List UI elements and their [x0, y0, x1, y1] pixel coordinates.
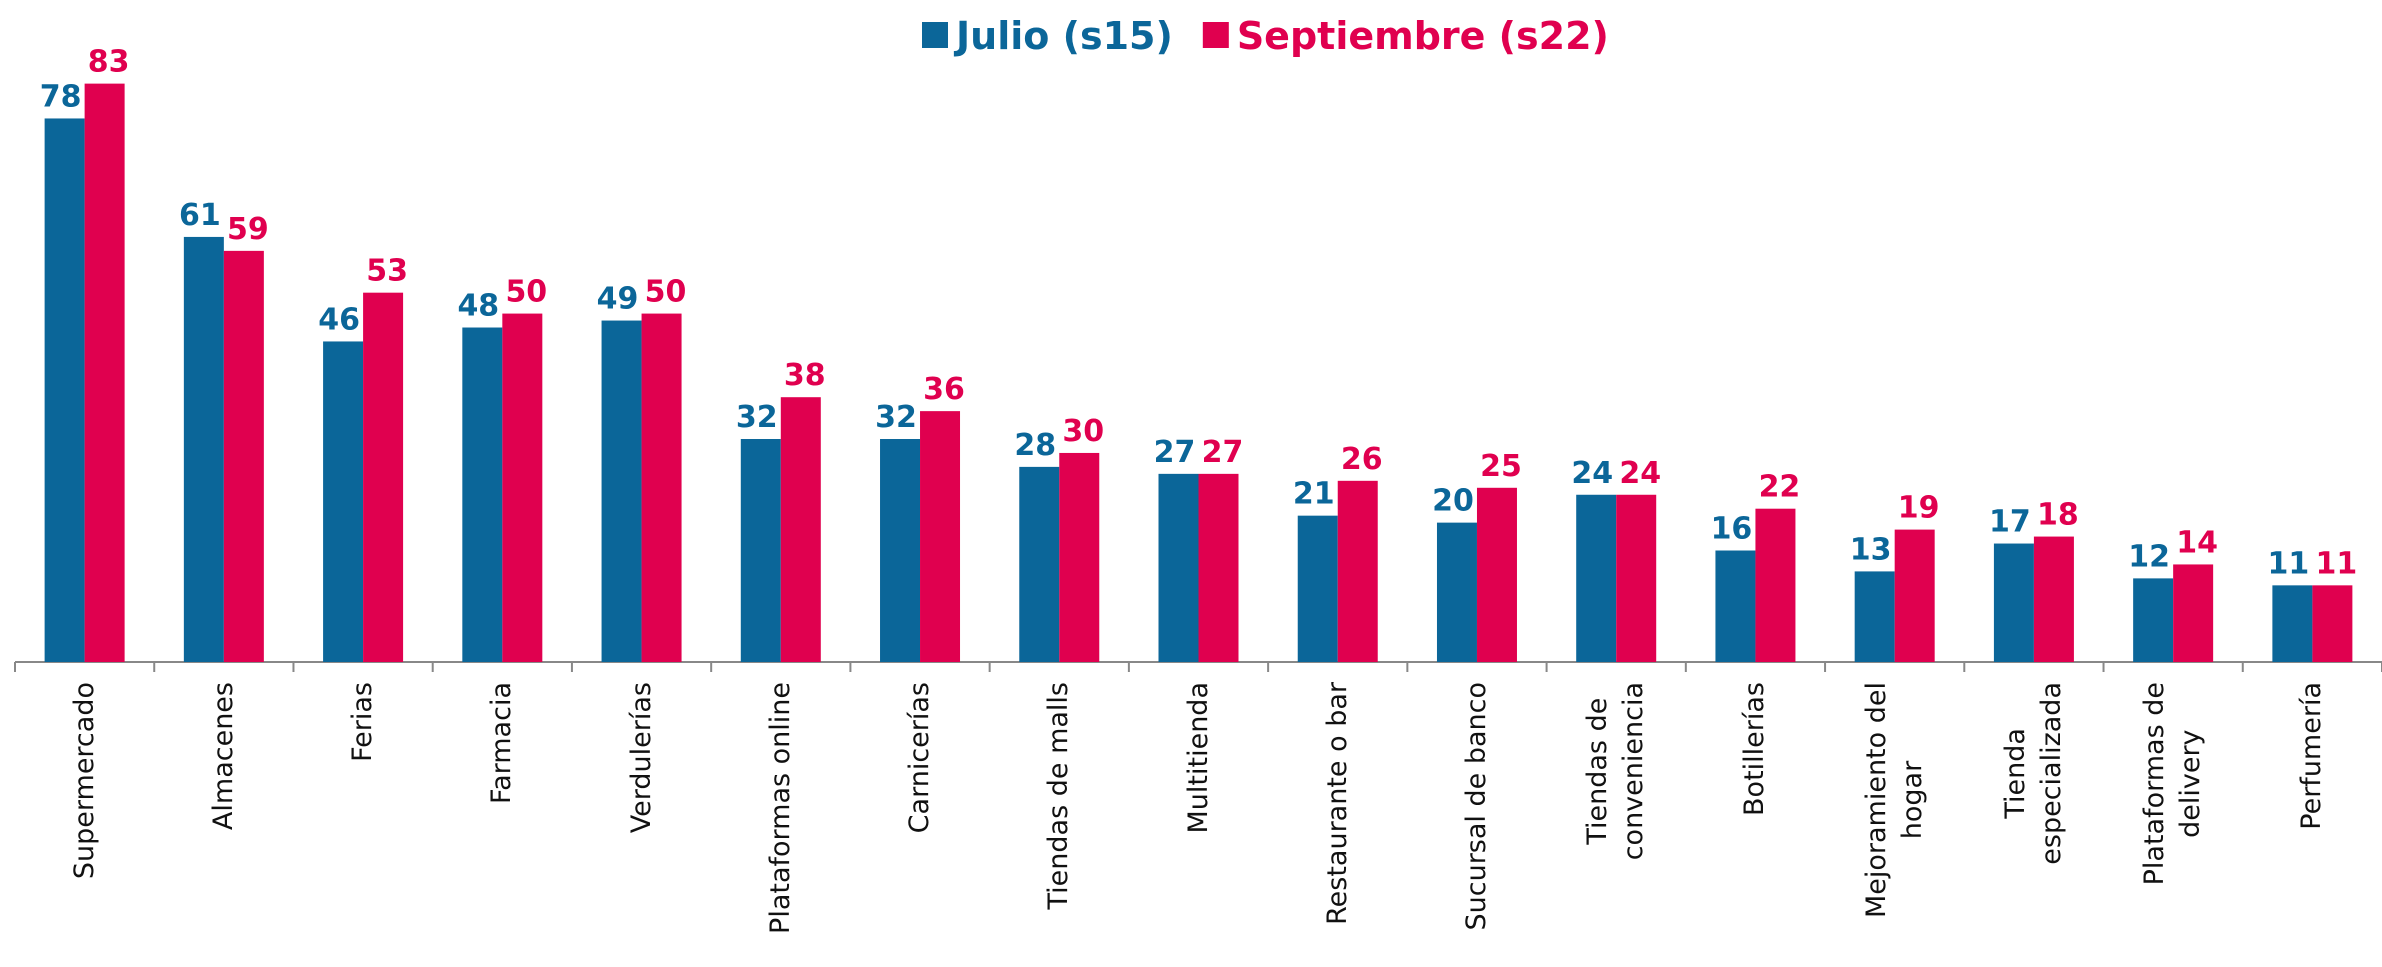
bar [740, 439, 781, 662]
data-label: 78 [40, 79, 82, 114]
bar [44, 118, 85, 663]
bar [1894, 529, 1935, 662]
bar [1059, 452, 1100, 662]
data-label: 11 [2268, 546, 2310, 581]
data-label: 11 [2316, 546, 2358, 581]
bar [84, 83, 125, 663]
x-tick-label: Farmacia [486, 682, 518, 804]
bar [1158, 473, 1199, 662]
bar [2272, 585, 2313, 662]
bar [1755, 508, 1796, 662]
bar [1576, 494, 1617, 662]
data-label: 32 [736, 400, 778, 435]
data-label: 24 [1571, 456, 1613, 491]
bar [2033, 536, 2074, 662]
bar [1993, 543, 2034, 662]
x-tick-label: Perfumería [2296, 682, 2328, 830]
data-label: 46 [318, 302, 360, 337]
bar [1854, 571, 1895, 662]
data-label: 27 [1202, 435, 1244, 470]
data-label: 24 [1619, 456, 1661, 491]
x-tick-label: Almacenes [207, 682, 239, 831]
x-tick-label: Multitienda [1182, 682, 1214, 834]
bar [1337, 480, 1378, 662]
data-label: 53 [366, 254, 408, 289]
bar [641, 313, 682, 662]
data-label: 48 [457, 289, 499, 324]
data-label: 49 [597, 282, 639, 317]
data-label: 19 [1898, 491, 1940, 526]
bar [462, 327, 503, 662]
data-label: 14 [2176, 525, 2218, 560]
data-label: 17 [1989, 505, 2031, 540]
x-tick-label: Botillerías [1739, 682, 1771, 816]
data-label: 13 [1850, 532, 1892, 567]
data-label: 16 [1711, 512, 1753, 547]
x-tick-label: Verdulerías [625, 682, 657, 834]
legend: Julio (s15) Septiembre (s22) [922, 14, 1609, 58]
x-tick-label: Supermercado [68, 682, 100, 880]
data-label: 50 [645, 275, 687, 310]
x-tick-label: Restaurante o bar [1321, 682, 1353, 925]
legend-swatch [922, 22, 948, 48]
data-label: 18 [2037, 498, 2079, 533]
data-label: 83 [88, 45, 130, 80]
legend-label: Septiembre (s22) [1237, 14, 1609, 58]
bar [920, 411, 961, 662]
bar [2173, 564, 2214, 662]
x-tick-label: Plataformas online [764, 682, 796, 934]
bar [1715, 550, 1756, 662]
data-label: 59 [227, 212, 269, 247]
data-label: 12 [2128, 539, 2170, 574]
data-label: 25 [1480, 449, 1522, 484]
data-label: 38 [784, 358, 826, 393]
data-label: 28 [1014, 428, 1056, 463]
bar [502, 313, 543, 662]
legend-swatch [1202, 22, 1229, 48]
bar [601, 320, 642, 662]
data-label: 36 [923, 372, 965, 407]
x-tick-label: Tiendas de malls [1043, 682, 1075, 910]
legend-label: Julio (s15) [953, 14, 1173, 58]
data-label: 21 [1293, 477, 1335, 512]
x-tick-label: Tiendas de conveniencia [1582, 682, 1650, 861]
data-label: 30 [1062, 414, 1104, 449]
data-label: 22 [1759, 470, 1801, 505]
data-label: 26 [1341, 442, 1383, 477]
bar [223, 250, 264, 662]
bar [323, 341, 364, 662]
x-tick-label: Tienda especializada [1999, 682, 2067, 865]
data-label: 50 [505, 275, 547, 310]
x-tick-label: Carnicerías [904, 682, 936, 834]
data-label: 20 [1432, 484, 1474, 519]
x-tick-label: Sucursal de banco [1460, 682, 1492, 931]
data-label: 27 [1154, 435, 1196, 470]
bar [1616, 494, 1657, 662]
x-tick-label: Ferias [347, 682, 379, 762]
bar [2312, 585, 2353, 662]
data-label: 61 [179, 198, 221, 233]
x-tick-label: Mejoramiento del hogar [1860, 682, 1928, 919]
bar [880, 439, 921, 662]
bar [1436, 522, 1477, 662]
bar [183, 236, 224, 662]
bar [1297, 515, 1338, 662]
bar [1476, 487, 1517, 662]
bar [1198, 473, 1239, 662]
bar [1019, 466, 1060, 662]
bar [780, 397, 821, 662]
bar [363, 292, 404, 662]
bar [2133, 578, 2174, 662]
x-tick-label: Plataformas de delivery [2139, 682, 2207, 886]
data-label: 32 [875, 400, 917, 435]
